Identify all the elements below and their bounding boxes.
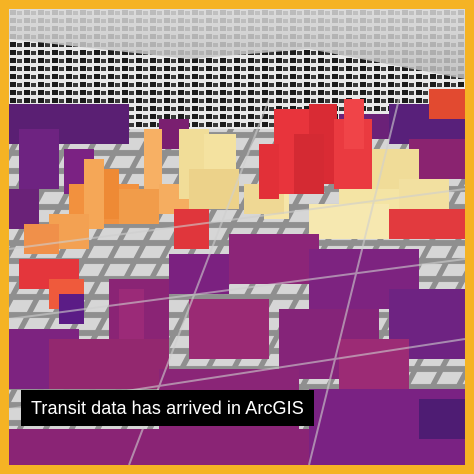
caption-box: Transit data has arrived in ArcGIS bbox=[21, 390, 314, 426]
caption-text: Transit data has arrived in ArcGIS bbox=[31, 397, 304, 418]
distant-hills bbox=[9, 9, 465, 79]
city-3d-map-visual bbox=[9, 9, 465, 465]
red-buildings bbox=[19, 89, 465, 309]
